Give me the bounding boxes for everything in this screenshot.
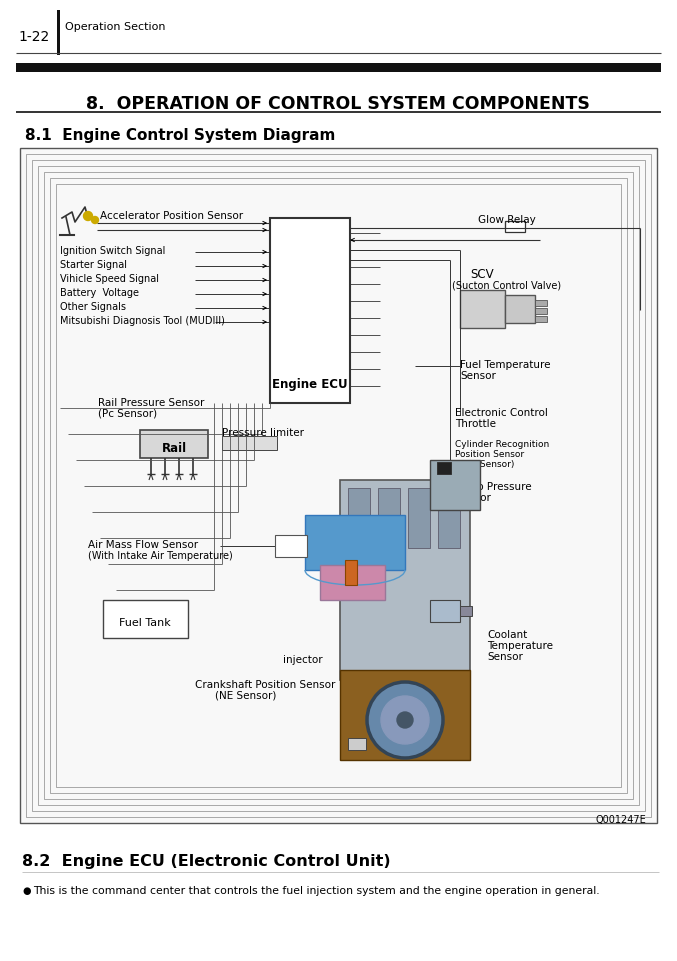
Text: Q001247E: Q001247E [595, 815, 646, 825]
Text: ●: ● [22, 886, 30, 896]
Bar [345, 560, 357, 585]
Text: (TDC Sensor): (TDC Sensor) [455, 460, 515, 469]
Bar [20, 148, 657, 823]
Text: Battery  Voltage: Battery Voltage [60, 288, 139, 298]
Text: Fuel Temperature: Fuel Temperature [460, 360, 550, 370]
Circle shape [91, 216, 98, 224]
Text: Engine ECU: Engine ECU [272, 378, 348, 391]
Bar [222, 436, 277, 450]
Circle shape [397, 712, 413, 728]
Bar [50, 178, 627, 793]
Text: Coolant: Coolant [487, 630, 527, 640]
Bar [16, 63, 661, 72]
Text: Mitsubishi Diagnosis Tool (MUDIII): Mitsubishi Diagnosis Tool (MUDIII) [60, 316, 225, 326]
Text: (NE Sensor): (NE Sensor) [215, 691, 276, 701]
Bar [38, 166, 639, 805]
Text: Throttle: Throttle [455, 419, 496, 429]
Text: Sensor: Sensor [460, 371, 496, 381]
Bar [275, 535, 307, 557]
Text: Ignition Switch Signal: Ignition Switch Signal [60, 246, 165, 256]
Bar [438, 488, 460, 548]
Bar [535, 308, 547, 314]
Bar [460, 606, 472, 616]
Circle shape [83, 211, 93, 220]
Text: 8.2  Engine ECU (Electronic Control Unit): 8.2 Engine ECU (Electronic Control Unit) [22, 854, 391, 869]
Text: Temperature: Temperature [487, 641, 553, 651]
Text: Turbo Pressure: Turbo Pressure [455, 482, 531, 492]
Text: This is the command center that controls the fuel injection system and the engin: This is the command center that controls… [33, 886, 600, 896]
Text: Pressure limiter: Pressure limiter [222, 428, 304, 438]
Text: Fuel Tank: Fuel Tank [119, 618, 171, 628]
Bar [408, 488, 430, 548]
Bar [103, 600, 188, 638]
Bar [16, 63, 661, 72]
Text: injector: injector [283, 655, 323, 665]
Bar [140, 430, 208, 458]
Bar [320, 565, 385, 600]
Bar [26, 154, 651, 817]
Circle shape [381, 696, 429, 744]
Text: Air Mass Flow Sensor: Air Mass Flow Sensor [88, 540, 198, 550]
Bar [57, 10, 60, 55]
Text: 8.  OPERATION OF CONTROL SYSTEM COMPONENTS: 8. OPERATION OF CONTROL SYSTEM COMPONENT… [86, 95, 590, 113]
Text: Position Sensor: Position Sensor [455, 450, 524, 459]
Bar [460, 290, 505, 328]
Text: Rail Pressure Sensor: Rail Pressure Sensor [98, 398, 204, 408]
Bar [44, 172, 633, 799]
Text: SCV: SCV [470, 268, 494, 281]
Text: (Pc Sensor): (Pc Sensor) [98, 409, 157, 419]
Bar [348, 488, 370, 548]
Text: Electronic Control: Electronic Control [455, 408, 548, 418]
Bar [57, 10, 60, 55]
Bar [32, 160, 645, 811]
Bar [430, 600, 460, 622]
Bar [340, 480, 470, 680]
Text: Glow Relay: Glow Relay [478, 215, 536, 225]
Text: Starter Signal: Starter Signal [60, 260, 127, 270]
Text: 8.1  Engine Control System Diagram: 8.1 Engine Control System Diagram [25, 128, 335, 143]
Text: Sensor: Sensor [487, 652, 523, 662]
Bar [56, 184, 621, 787]
Bar [535, 316, 547, 322]
Text: Crankshaft Position Sensor: Crankshaft Position Sensor [195, 680, 335, 690]
Text: Rail: Rail [161, 441, 187, 455]
Bar [505, 295, 535, 323]
Text: Vihicle Speed Signal: Vihicle Speed Signal [60, 274, 159, 284]
Bar [430, 460, 480, 510]
Circle shape [367, 682, 443, 758]
Bar [340, 670, 470, 760]
Text: (Sucton Control Valve): (Sucton Control Valve) [452, 280, 561, 290]
Text: Other Signals: Other Signals [60, 302, 126, 312]
Text: 1-22: 1-22 [18, 30, 49, 44]
Bar [270, 218, 350, 403]
Bar [437, 462, 451, 474]
Text: Accelerator Position Sensor: Accelerator Position Sensor [100, 211, 243, 221]
Bar [348, 738, 366, 750]
Bar [378, 488, 400, 548]
Bar [535, 300, 547, 306]
Text: Operation Section: Operation Section [65, 22, 165, 32]
Text: Cylinder Recognition: Cylinder Recognition [455, 440, 549, 449]
Text: (With Intake Air Temperature): (With Intake Air Temperature) [88, 551, 233, 561]
Bar [305, 515, 405, 570]
Bar [505, 221, 525, 232]
Text: Sensor: Sensor [455, 493, 491, 503]
